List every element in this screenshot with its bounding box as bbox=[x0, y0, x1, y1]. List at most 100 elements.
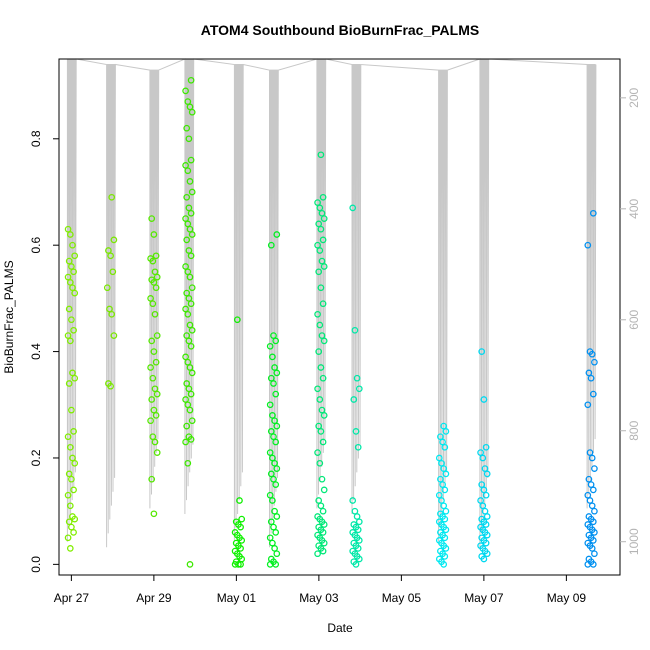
y-tick-label: 0.4 bbox=[29, 343, 43, 360]
data-point bbox=[440, 561, 448, 568]
data-point bbox=[186, 225, 194, 233]
data-point bbox=[319, 438, 327, 446]
data-point bbox=[66, 502, 74, 510]
data-point bbox=[106, 305, 113, 313]
data-point bbox=[319, 547, 327, 555]
data-point bbox=[185, 135, 193, 143]
data-point bbox=[482, 521, 490, 528]
data-point bbox=[149, 374, 157, 382]
data-point bbox=[587, 374, 595, 382]
data-point bbox=[317, 428, 325, 435]
data-point bbox=[66, 337, 74, 345]
data-point bbox=[183, 289, 191, 297]
data-point bbox=[270, 523, 277, 531]
x-tick-label: May 09 bbox=[547, 591, 587, 605]
data-point bbox=[236, 497, 243, 504]
data-point bbox=[315, 220, 323, 228]
data-point bbox=[187, 390, 195, 398]
y2-tick-label: 600 bbox=[627, 309, 641, 329]
data-point bbox=[483, 513, 491, 520]
data-point bbox=[184, 401, 192, 409]
data-point bbox=[64, 491, 72, 499]
data-point bbox=[184, 310, 192, 318]
data-point bbox=[587, 481, 595, 488]
data-point bbox=[354, 545, 362, 552]
data-point bbox=[183, 422, 191, 430]
data-point bbox=[315, 348, 323, 355]
data-point bbox=[182, 87, 189, 95]
data-point bbox=[351, 507, 359, 515]
y2-axis: 200 400 600 800 1000 bbox=[620, 88, 641, 555]
data-point bbox=[320, 263, 328, 270]
data-point bbox=[589, 518, 597, 526]
data-point bbox=[69, 454, 76, 462]
data-point bbox=[186, 561, 194, 568]
data-point bbox=[355, 518, 363, 526]
plot-frame bbox=[58, 58, 621, 576]
data-point bbox=[153, 332, 161, 339]
data-point bbox=[481, 507, 489, 515]
data-point bbox=[319, 507, 327, 515]
x-tick-label: May 05 bbox=[382, 591, 422, 605]
data-point bbox=[182, 438, 189, 446]
series-group bbox=[231, 316, 246, 568]
data-point bbox=[151, 310, 159, 318]
data-point bbox=[68, 316, 75, 324]
data-point bbox=[317, 151, 325, 159]
data-point bbox=[152, 358, 160, 366]
data-point bbox=[584, 401, 592, 409]
data-point bbox=[273, 550, 281, 558]
data-point bbox=[319, 236, 327, 244]
data-point bbox=[483, 550, 491, 558]
data-point bbox=[68, 475, 75, 483]
chart-title: ATOM4 Southbound BioBurnFrac_PALMS bbox=[201, 22, 479, 38]
data-point bbox=[478, 348, 486, 355]
data-point bbox=[272, 390, 280, 398]
data-point bbox=[271, 417, 278, 425]
data-point bbox=[440, 502, 448, 510]
data-point bbox=[64, 273, 72, 281]
data-point bbox=[150, 406, 158, 414]
data-point bbox=[188, 369, 196, 377]
data-point bbox=[586, 497, 594, 504]
data-point bbox=[314, 241, 321, 249]
data-point bbox=[441, 534, 449, 542]
data-point bbox=[273, 465, 281, 472]
x-tick-label: Apr 27 bbox=[54, 591, 90, 605]
data-point bbox=[589, 209, 597, 217]
data-point bbox=[319, 374, 327, 382]
data-point bbox=[64, 433, 72, 441]
data-point bbox=[353, 374, 361, 382]
data-point bbox=[149, 300, 157, 308]
data-point bbox=[147, 364, 154, 371]
data-point bbox=[105, 247, 112, 254]
data-point bbox=[69, 241, 76, 249]
data-point bbox=[109, 268, 117, 276]
data-point bbox=[320, 215, 328, 222]
series-group bbox=[477, 348, 491, 563]
data-point bbox=[591, 358, 598, 366]
y-tick-label: 0.2 bbox=[29, 449, 43, 466]
data-point bbox=[271, 545, 278, 552]
data-point bbox=[187, 209, 195, 217]
data-point bbox=[151, 385, 159, 393]
data-point bbox=[435, 454, 443, 462]
data-point bbox=[147, 295, 154, 302]
data-point bbox=[480, 555, 488, 563]
data-point bbox=[270, 475, 277, 483]
data-point bbox=[107, 252, 114, 260]
data-point bbox=[319, 529, 327, 536]
data-point bbox=[187, 156, 195, 164]
data-point bbox=[188, 108, 196, 116]
data-point bbox=[65, 305, 73, 313]
data-point bbox=[71, 374, 79, 382]
y2-tick-label: 400 bbox=[627, 198, 641, 218]
data-point bbox=[316, 459, 324, 467]
data-point bbox=[68, 523, 75, 531]
data-point bbox=[317, 284, 325, 292]
data-point bbox=[231, 561, 239, 568]
data-point bbox=[439, 438, 446, 446]
data-point bbox=[66, 231, 74, 238]
data-point bbox=[440, 465, 448, 472]
data-point bbox=[152, 252, 160, 260]
